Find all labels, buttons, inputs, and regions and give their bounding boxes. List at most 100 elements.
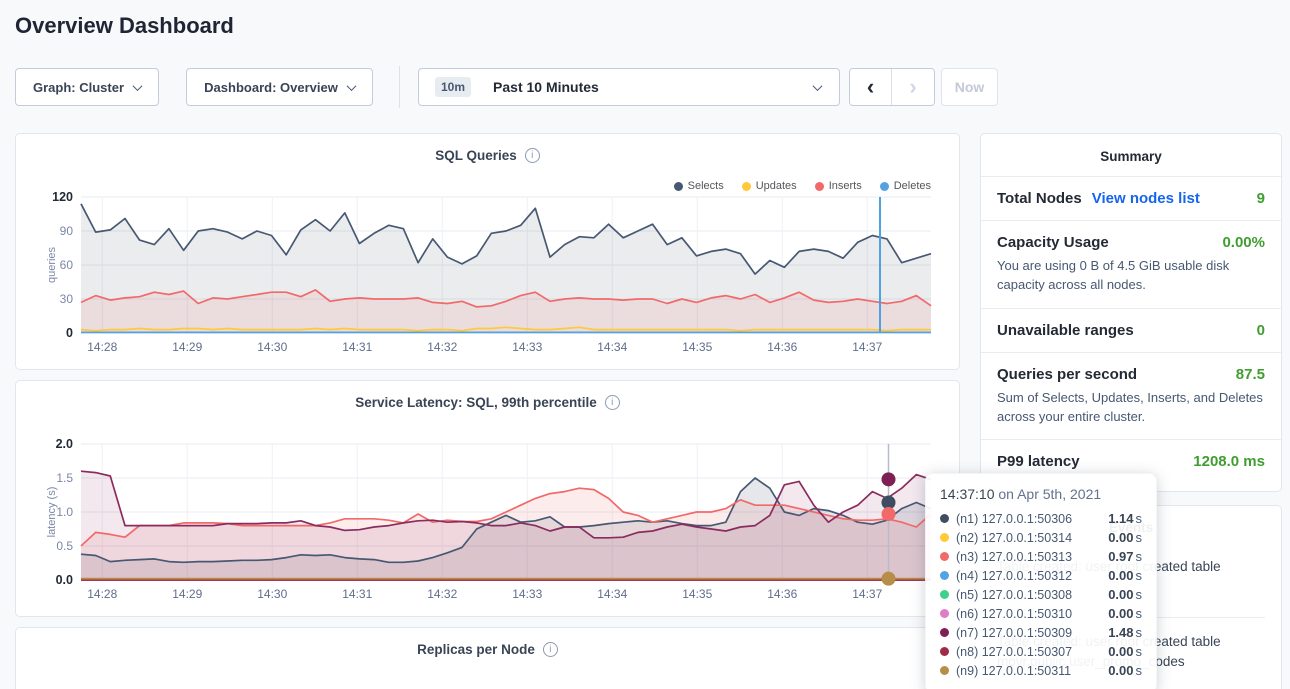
x-axis-tick: 14:34 [597,587,628,601]
tooltip-node-row: (n5) 127.0.0.1:50308 0.00 s [940,585,1142,604]
qps-value: 87.5 [1235,365,1265,383]
time-nav-group: ‹ › [849,68,935,106]
chart-hover-tooltip: 14:37:10 on Apr 5th, 2021 (n1) 127.0.0.1… [925,473,1157,689]
x-axis-tick: 14:37 [852,587,883,601]
summary-panel: Summary Total Nodes View nodes list 9 Ca… [980,133,1282,492]
chart-canvas [80,196,932,334]
total-nodes-label: Total Nodes [997,190,1082,207]
tooltip-node-row: (n4) 127.0.0.1:50312 0.00 s [940,566,1142,585]
service-latency-title: Service Latency: SQL, 99th percentile [355,395,597,410]
sql-queries-title-row: SQL Queries i [16,148,959,163]
graph-dropdown-label: Graph: Cluster [32,79,124,95]
x-axis-tick: 14:28 [87,340,118,354]
capacity-usage-desc: You are using 0 B of 4.5 GiB usable disk… [997,258,1230,292]
x-axis-tick: 14:35 [682,587,713,601]
tooltip-time: 14:37:10 [940,486,995,502]
unavailable-ranges-label: Unavailable ranges [997,321,1134,339]
legend-label: Inserts [828,180,862,192]
legend-dot-icon [673,181,683,191]
p99-latency-label: P99 latency [997,453,1080,471]
x-axis-tick: 14:31 [342,587,373,601]
page-title: Overview Dashboard [15,13,234,38]
sql-legend: Selects Updates Inserts Deletes [673,180,931,192]
now-button[interactable]: Now [941,68,998,106]
y-axis-tick: 30 [59,292,73,306]
view-nodes-list-link[interactable]: View nodes list [1091,190,1200,207]
node-color-dot-icon [940,628,949,637]
y-axis-tick: 1.5 [56,471,73,485]
tooltip-node-label: (n1) 127.0.0.1:50306 [956,511,1073,526]
next-time-button[interactable]: › [892,69,934,105]
service-latency-plot[interactable] [80,443,932,586]
tooltip-node-row: (n3) 127.0.0.1:50313 0.97 s [940,547,1142,566]
tooltip-node-value: 0.00 s [1108,530,1142,545]
x-axis-tick: 14:30 [257,587,288,601]
p99-latency-value: 1208.0 ms [1193,453,1265,471]
sql-queries-plot[interactable] [80,196,932,334]
prev-time-button[interactable]: ‹ [850,69,892,105]
total-nodes-value: 9 [1256,190,1265,207]
replicas-per-node-panel: Replicas per Node i [15,627,960,689]
tooltip-node-row: (n2) 127.0.0.1:50314 0.00 s [940,528,1142,547]
node-color-dot-icon [940,609,949,618]
tooltip-node-row: (n1) 127.0.0.1:50306 1.14 s [940,509,1142,528]
tooltip-node-unit: s [1135,549,1143,564]
node-color-dot-icon [940,514,949,523]
time-range-dropdown[interactable]: 10m Past 10 Minutes [418,68,840,106]
tooltip-node-label: (n8) 127.0.0.1:50307 [956,644,1073,659]
x-axis-tick: 14:29 [172,587,203,601]
legend-dot-icon [879,181,889,191]
y-axis-tick: 0 [66,326,73,340]
info-icon[interactable]: i [524,148,540,163]
toolbar-divider [399,66,400,108]
tooltip-node-label: (n3) 127.0.0.1:50313 [956,549,1073,564]
service-latency-panel: Service Latency: SQL, 99th percentile i … [15,380,960,617]
tooltip-node-value: 0.97 s [1108,549,1142,564]
legend-dot-icon [741,181,751,191]
dashboard-dropdown[interactable]: Dashboard: Overview [186,68,373,106]
info-icon[interactable]: i [604,395,620,410]
tooltip-node-unit: s [1135,568,1143,583]
node-color-dot-icon [940,590,949,599]
y-axis-tick: 1.0 [56,505,73,519]
node-color-dot-icon [940,647,949,656]
chevron-down-icon [132,80,143,91]
summary-row-total-nodes: Total Nodes View nodes list 9 [981,176,1281,220]
y-axis-tick: 90 [59,224,73,238]
x-axis-tick: 14:32 [427,340,458,354]
graph-dropdown[interactable]: Graph: Cluster [15,68,159,106]
legend-item-selects[interactable]: Selects [673,180,724,192]
chevron-down-icon [812,80,823,91]
x-axis-tick: 14:31 [342,340,373,354]
x-axis-tick: 14:36 [767,587,798,601]
tooltip-node-unit: s [1135,606,1143,621]
tooltip-node-value: 0.00 s [1108,568,1142,583]
x-axis-tick: 14:33 [512,587,543,601]
legend-item-updates[interactable]: Updates [741,180,797,192]
qps-label: Queries per second [997,365,1138,383]
tooltip-node-label: (n5) 127.0.0.1:50308 [956,587,1073,602]
replicas-title: Replicas per Node [417,642,535,657]
time-window-badge: 10m [435,77,472,97]
tooltip-node-row: (n7) 127.0.0.1:50309 1.48 s [940,623,1142,642]
info-icon[interactable]: i [542,642,558,657]
service-latency-title-row: Service Latency: SQL, 99th percentile i [16,395,959,410]
capacity-usage-label: Capacity Usage [997,234,1109,251]
dashboard-dropdown-label: Dashboard: Overview [204,79,338,95]
x-axis-tick: 14:36 [767,340,798,354]
time-window-label: Past 10 Minutes [493,79,599,95]
legend-item-deletes[interactable]: Deletes [879,180,931,192]
legend-label: Updates [755,180,797,192]
node-color-dot-icon [940,571,949,580]
y-axis-tick: 0.5 [56,539,73,553]
node-color-dot-icon [940,666,949,675]
legend-item-inserts[interactable]: Inserts [814,180,862,192]
tooltip-node-value: 1.48 s [1108,625,1142,640]
y-axis-tick: 120 [52,190,73,204]
tooltip-node-unit: s [1135,511,1143,526]
tooltip-node-row: (n6) 127.0.0.1:50310 0.00 s [940,604,1142,623]
tooltip-date: on Apr 5th, 2021 [994,486,1102,502]
tooltip-node-label: (n2) 127.0.0.1:50314 [956,530,1073,545]
summary-row-unavailable: Unavailable ranges 0 [981,307,1281,352]
tooltip-node-row: (n8) 127.0.0.1:50307 0.00 s [940,642,1142,661]
